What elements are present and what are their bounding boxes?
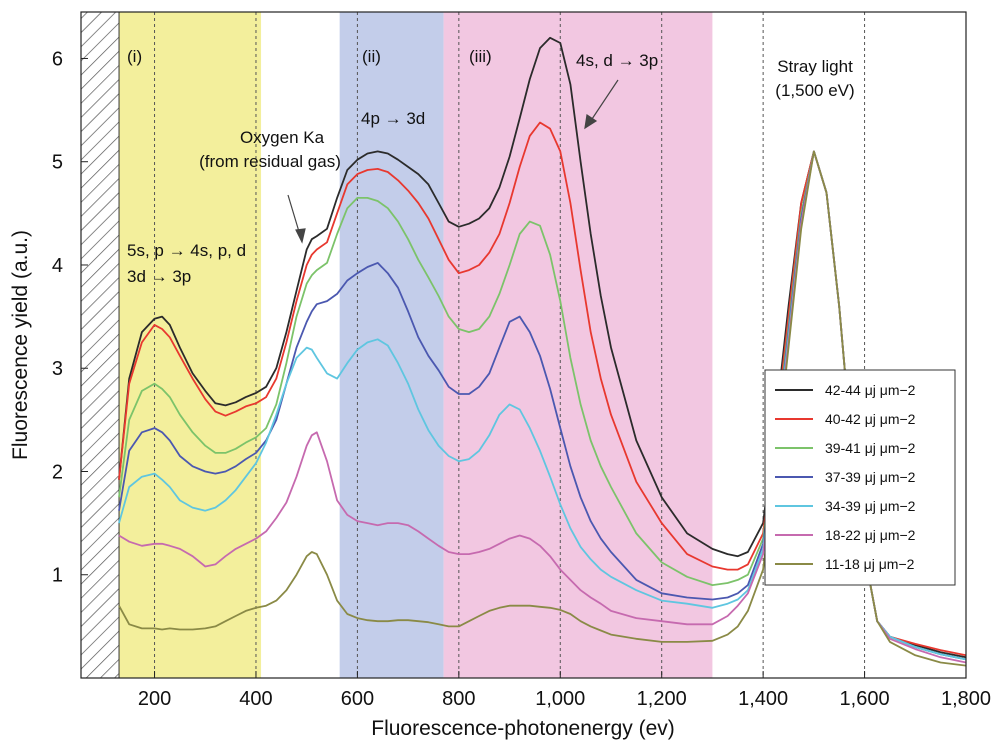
x-tick-label: 1,600	[840, 688, 890, 710]
y-tick-label: 6	[52, 48, 63, 70]
x-tick-label: 200	[138, 688, 171, 710]
transition-i-label-2: 3d → 3p	[127, 267, 191, 286]
legend-label-4: 37-39 μj μm−2	[825, 469, 916, 485]
legend-label-6: 18-22 μj μm−2	[825, 527, 916, 543]
legend-label-1: 42-44 μj μm−2	[825, 382, 916, 398]
annotation-arrows	[287, 79, 619, 244]
stray-light-label-1: Stray light	[777, 57, 853, 76]
y-tick-label: 4	[52, 255, 63, 277]
oxygen-arrow	[287, 194, 301, 236]
y-tick-label: 2	[52, 461, 63, 483]
x-tick-label: 1,000	[535, 688, 585, 710]
legend-label-3: 39-41 μj μm−2	[825, 440, 916, 456]
y-tick-label: 5	[52, 152, 63, 174]
y-tick-label: 1	[52, 565, 63, 587]
hatched-region	[81, 12, 120, 678]
stray-light-label-2: (1,500 eV)	[775, 81, 854, 100]
x-axis-title: Fluorescence-photonenergy (ev)	[371, 717, 675, 740]
y-axis-ticks: 1 2 3 4 5 6	[52, 48, 88, 587]
x-tick-label: 400	[239, 688, 272, 710]
region-i-label: (i)	[127, 47, 142, 66]
transition-iii-arrowhead	[584, 113, 598, 130]
shaded-region-3	[443, 12, 713, 678]
transition-iii-label: 4s, d → 3p	[576, 51, 658, 70]
x-tick-label: 1,200	[637, 688, 687, 710]
shaded-regions	[81, 12, 713, 678]
oxygen-arrowhead	[295, 228, 306, 244]
transition-iii-arrow	[589, 79, 619, 123]
plot-frame	[80, 11, 967, 679]
legend-label-5: 34-39 μj μm−2	[825, 498, 916, 514]
transition-ii-label: 4p → 3d	[361, 109, 425, 128]
region-iii-label: (iii)	[469, 47, 492, 66]
transition-i-label-1: 5s, p → 4s, p, d	[127, 241, 246, 260]
region-ii-label: (ii)	[362, 47, 381, 66]
y-tick-label: 3	[52, 358, 63, 380]
x-axis-ticks: 200 400 600 800 1,000 1,200 1,400 1,600 1,800	[138, 671, 991, 710]
x-tick-label: 1,400	[738, 688, 788, 710]
oxygen-label-2: (from residual gas)	[199, 152, 341, 171]
x-tick-label: 1,800	[941, 688, 991, 710]
x-tick-label: 600	[341, 688, 374, 710]
shaded-region-1	[119, 12, 262, 678]
dashed-reference-lines	[154, 12, 866, 678]
oxygen-label-1: Oxygen Ka	[240, 128, 325, 147]
x-tick-label: 800	[442, 688, 475, 710]
y-axis-title: Fluorescence yield (a.u.)	[9, 230, 32, 460]
legend: 42-44 μj μm−2 40-42 μj μm−2 39-41 μj μm−2 3…	[764, 369, 956, 586]
legend-label-2: 40-42 μj μm−2	[825, 411, 916, 427]
legend-label-7: 11-18 μj μm−2	[825, 556, 915, 572]
